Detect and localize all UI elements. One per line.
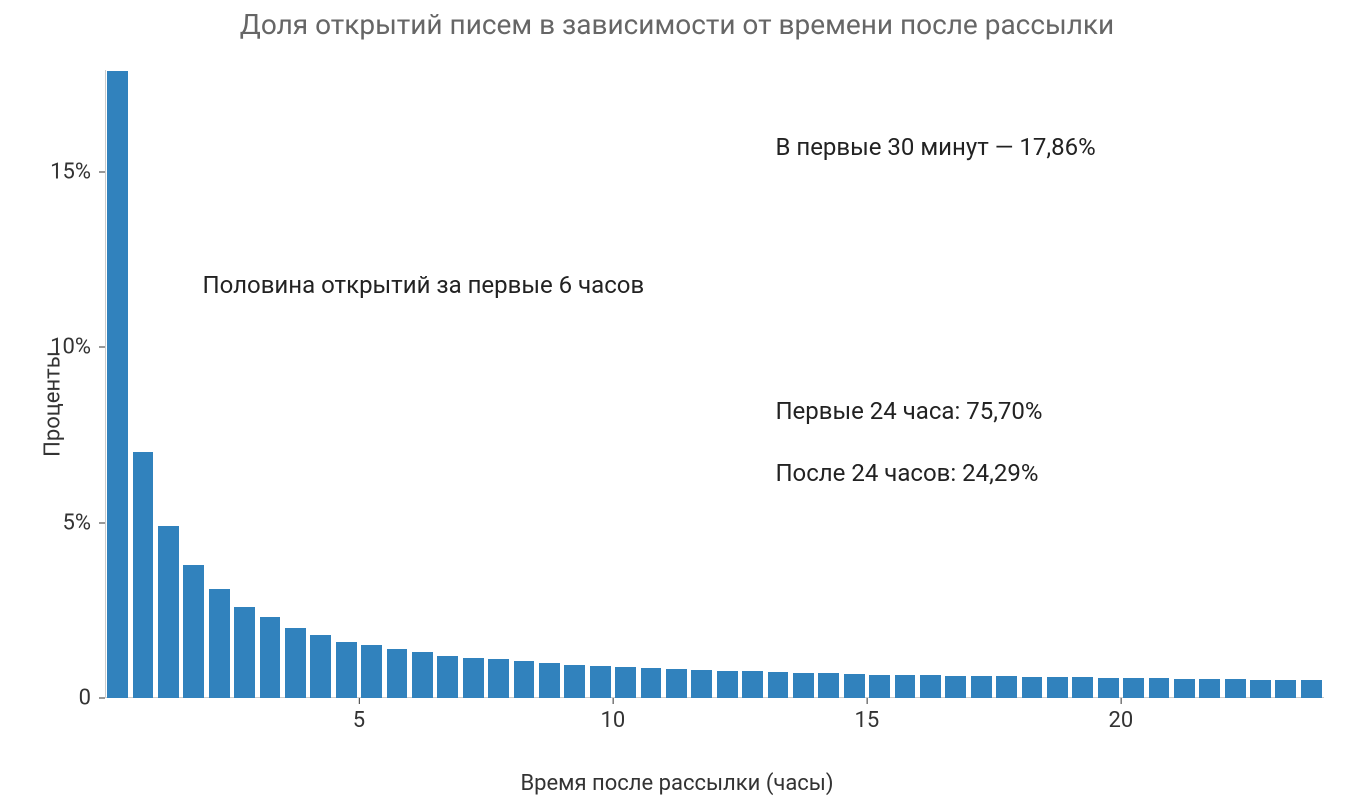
x-tick-label: 20 [1108,704,1133,733]
chart-annotation: После 24 часов: 24,29% [775,459,1038,487]
bar [1275,680,1296,698]
bar [1098,678,1119,698]
bar [945,676,966,698]
bar [107,71,128,698]
bar [996,676,1017,698]
bar [1301,680,1322,698]
bar [158,526,179,698]
y-tick-label: 5% [63,510,99,535]
bar [768,672,789,698]
bar [1047,677,1068,698]
y-axis: 05%10%15% [50,70,105,698]
bar [1250,680,1271,698]
bar [1072,677,1093,698]
bar [285,628,306,698]
bar [361,645,382,698]
x-tick-label: 15 [855,704,880,733]
y-tick: 10% [50,335,105,360]
bar [1123,678,1144,698]
y-tick-label: 15% [50,159,99,184]
bar [691,670,712,698]
bar [717,671,738,698]
bar [793,673,814,698]
bar [971,676,992,698]
x-tick: 10 [601,698,626,733]
bar [336,642,357,698]
bar [615,667,636,698]
chart-annotation: Половина открытий за первые 6 часов [203,271,645,299]
y-tick: 0 [79,686,105,711]
bar [920,675,941,698]
bar [234,607,255,698]
bar [1225,679,1246,698]
bar [488,659,509,698]
bar [463,658,484,698]
bar [514,661,535,698]
y-tick-label: 10% [50,335,99,360]
x-tick: 20 [1108,698,1133,733]
bar [844,674,865,698]
bar [310,635,331,698]
bar [641,668,662,698]
x-tick: 5 [353,698,365,733]
bar [1022,677,1043,698]
bar [869,675,890,699]
bar [209,589,230,698]
bar [183,565,204,698]
bar [1174,679,1195,698]
bar [133,452,154,698]
bar [260,617,281,698]
bar [412,652,433,698]
bar [818,673,839,698]
plot-area: 05%10%15% 5101520 В первые 30 минут — 17… [105,70,1324,698]
x-axis-label: Время после рассылки (часы) [0,771,1354,796]
chart-container: Доля открытий писем в зависимости от вре… [0,0,1354,808]
chart-annotation: В первые 30 минут — 17,86% [775,133,1095,161]
bar [539,663,560,698]
bar [437,656,458,698]
x-tick: 15 [855,698,880,733]
bar [590,666,611,698]
bar [742,671,763,698]
chart-title: Доля открытий писем в зависимости от вре… [0,8,1354,41]
y-tick: 5% [63,510,105,535]
bar [666,669,687,698]
x-tick-label: 10 [601,704,626,733]
x-axis: 5 10 15 20 [105,698,1324,733]
bar [895,675,916,698]
bar [1149,678,1170,698]
y-tick: 15% [50,159,105,184]
x-tick-label: 5 [353,704,365,733]
y-tick-label: 0 [79,686,99,711]
bar [1199,679,1220,698]
bar [564,665,585,698]
bar [387,649,408,698]
chart-annotation: Первые 24 часа: 75,70% [775,397,1042,425]
bars-container [105,70,1324,698]
